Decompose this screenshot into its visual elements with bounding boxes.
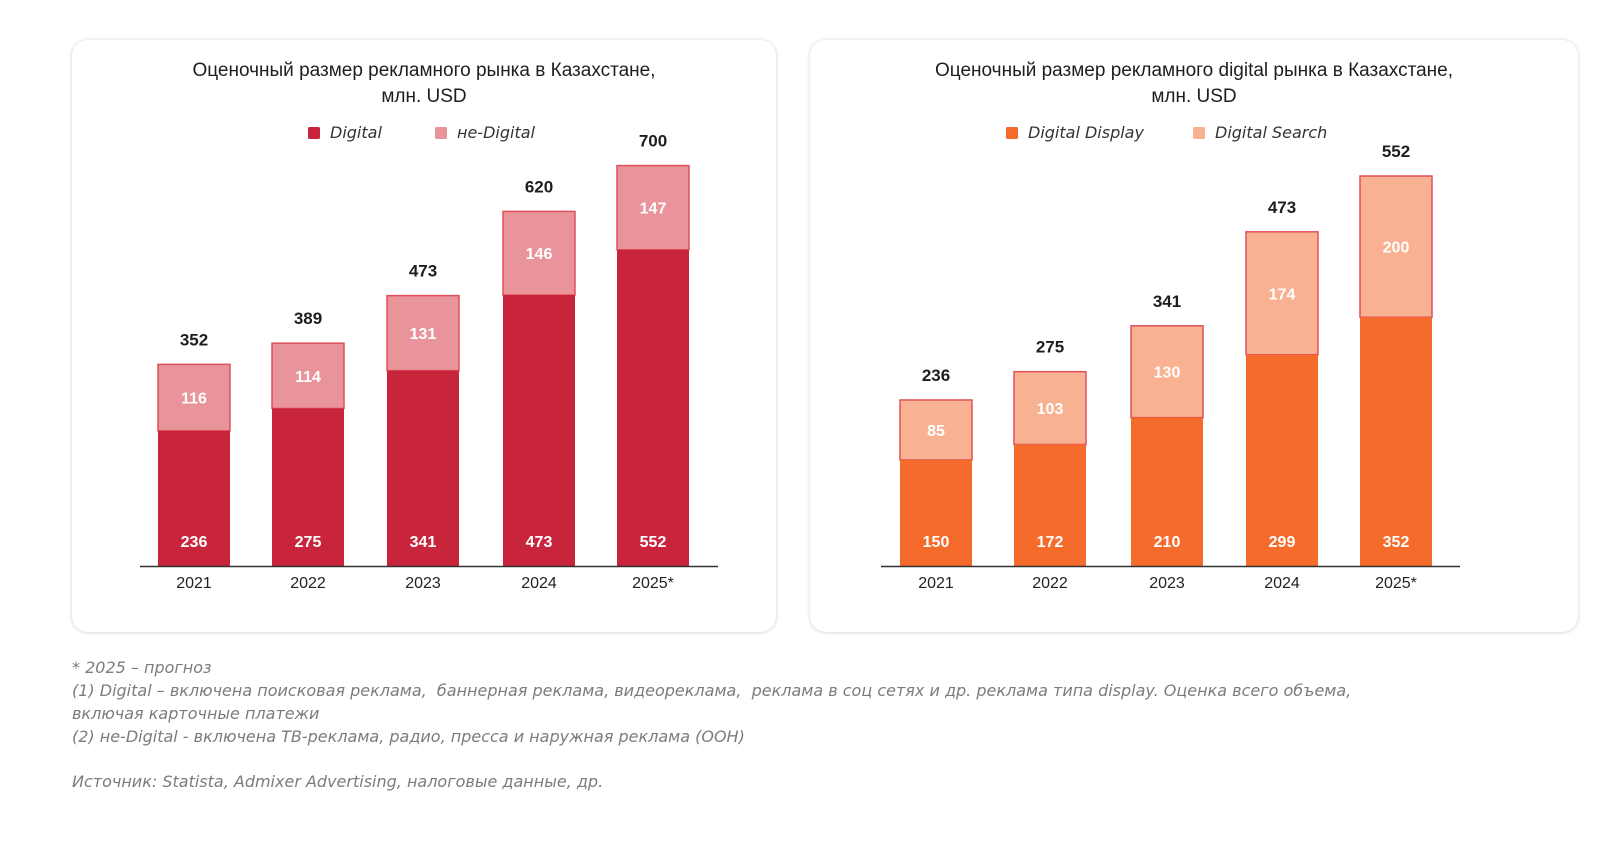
data-label: 552 — [640, 534, 667, 551]
total-label: 352 — [180, 330, 208, 349]
legend-swatch — [1006, 127, 1018, 139]
total-label: 236 — [922, 366, 950, 385]
chart-title: Оценочный размер рекламного digital рынк… — [810, 58, 1578, 110]
footnote-digital: (1) Digital – включена поисковая реклама… — [72, 681, 1352, 700]
x-tick-label: 2021 — [918, 575, 954, 592]
legend-label: Digital — [330, 123, 382, 142]
bar-segment-не-digital — [271, 342, 345, 410]
chart-title: Оценочный размер рекламного рынка в Каза… — [72, 58, 776, 110]
data-label: 473 — [526, 534, 553, 551]
x-tick-label: 2022 — [290, 575, 326, 592]
data-label: 114 — [295, 369, 321, 386]
bar-segment-digital-search — [1013, 370, 1087, 446]
bar-segment-digital-display — [1360, 317, 1432, 566]
data-label: 341 — [410, 534, 437, 551]
data-label: 85 — [927, 423, 945, 440]
footnotes: * 2025 – прогноз (1) Digital – включена … — [72, 656, 1452, 793]
x-tick-label: 2023 — [405, 575, 441, 592]
data-label: 352 — [1383, 534, 1410, 551]
legend-swatch — [435, 127, 447, 139]
bar-segment-digital-search — [1130, 325, 1204, 419]
bar-segment-не-digital — [386, 294, 460, 372]
chart-title-line: млн. USD — [381, 86, 467, 107]
x-tick-label: 2025* — [632, 575, 674, 592]
data-label: 146 — [526, 246, 553, 263]
chart-card-digital-market: Оценочный размер рекламного digital рынк… — [810, 40, 1578, 632]
bar-segment-digital-display — [900, 460, 972, 566]
legend-label: не-Digital — [457, 123, 536, 142]
data-label: 174 — [1269, 286, 1296, 303]
bar-segment-digital-display — [1246, 354, 1318, 566]
total-label: 700 — [639, 132, 667, 151]
bar-segment-digital — [158, 430, 230, 566]
bar-segment-digital — [503, 295, 575, 566]
bar-segment-digital-search — [1359, 175, 1433, 319]
x-tick-label: 2023 — [1149, 575, 1185, 592]
bar-segment-не-digital — [502, 210, 576, 296]
stacked-bar-chart-advertising-market: Digital не-Digital 236 116 352 2021 275 114 389 2… — [140, 123, 718, 592]
source-note: Источник: Statista, Admixer Advertising,… — [72, 772, 604, 791]
legend-label: Digital Search — [1215, 123, 1327, 142]
total-label: 552 — [1382, 142, 1410, 161]
total-label: 275 — [1036, 338, 1064, 357]
footnote-digital-continued: включая карточные платежи — [72, 704, 320, 723]
data-label: 275 — [295, 534, 322, 551]
data-label: 172 — [1037, 534, 1064, 551]
data-label: 150 — [923, 534, 950, 551]
legend-swatch — [308, 127, 320, 139]
data-label: 200 — [1383, 240, 1410, 257]
x-tick-label: 2021 — [176, 575, 212, 592]
total-label: 389 — [294, 309, 322, 328]
data-label: 103 — [1037, 401, 1064, 418]
footnote-forecast: * 2025 – прогноз — [72, 658, 212, 677]
bar-segment-digital-display — [1014, 444, 1086, 566]
data-label: 236 — [181, 534, 208, 551]
chart-card-advertising-market: Оценочный размер рекламного рынка в Каза… — [72, 40, 776, 632]
x-tick-label: 2022 — [1032, 575, 1068, 592]
data-label: 116 — [181, 391, 207, 408]
chart-title-line: млн. USD — [1151, 86, 1237, 107]
total-label: 473 — [1268, 198, 1296, 217]
total-label: 341 — [1153, 292, 1181, 311]
data-label: 299 — [1269, 534, 1296, 551]
bar-segment-digital — [387, 370, 459, 566]
data-label: 147 — [640, 201, 667, 218]
legend-label: Digital Display — [1028, 123, 1144, 142]
footnote-spacer — [72, 748, 1452, 770]
bar-segment-digital-display — [1131, 417, 1203, 566]
stacked-bar-chart-digital-market: Digital Display Digital Search 150 85 236 202… — [881, 123, 1460, 592]
bar-segment-не-digital — [616, 164, 690, 251]
legend-swatch — [1193, 127, 1205, 139]
data-label: 131 — [410, 326, 437, 343]
bar-segment-не-digital — [157, 363, 231, 432]
total-label: 620 — [525, 177, 553, 196]
x-tick-label: 2024 — [521, 575, 557, 592]
bar-segment-digital — [272, 408, 344, 566]
chart-title-line: Оценочный размер рекламного рынка в Каза… — [192, 60, 656, 81]
data-label: 210 — [1154, 534, 1181, 551]
footnote-non-digital: (2) не-Digital - включена ТВ-реклама, ра… — [72, 727, 745, 746]
data-label: 130 — [1154, 365, 1181, 382]
x-tick-label: 2024 — [1264, 575, 1300, 592]
x-tick-label: 2025* — [1375, 575, 1417, 592]
bar-segment-digital-search — [899, 399, 973, 461]
bar-segment-digital-search — [1245, 231, 1319, 356]
bar-segment-digital — [617, 249, 689, 567]
chart-title-line: Оценочный размер рекламного digital рынк… — [935, 60, 1453, 81]
total-label: 473 — [409, 262, 437, 281]
